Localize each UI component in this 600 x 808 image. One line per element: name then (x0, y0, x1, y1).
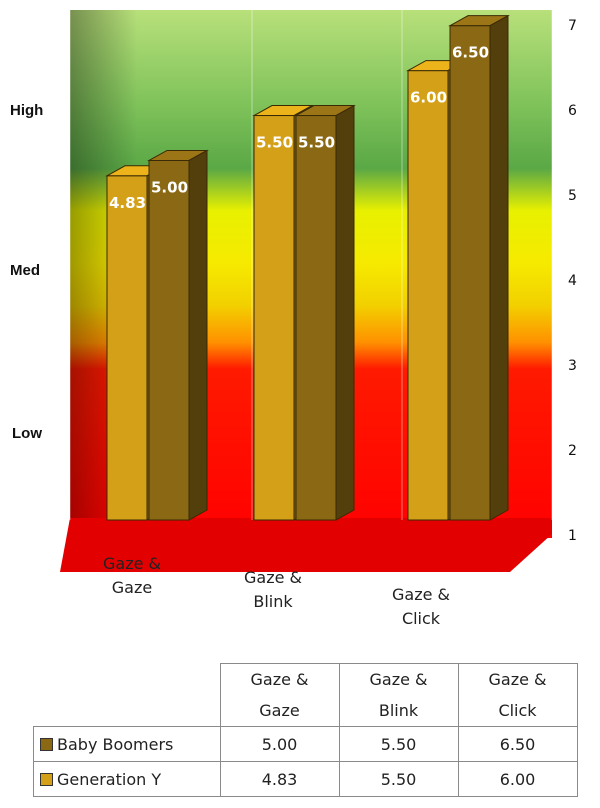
table-cell: 5.00 (219, 726, 340, 762)
bar-side (188, 149, 208, 521)
y-tick-label: 1 (568, 528, 577, 544)
bar (448, 14, 510, 521)
y-tick-label: 4 (568, 273, 577, 289)
legend-swatch-generation-y (40, 772, 53, 786)
table-cell: 5.50 (338, 726, 459, 762)
data-label: 6.50 (452, 44, 489, 62)
table-col-head-gaze-click: Gaze & Click (457, 663, 578, 727)
table-cell: 4.83 (219, 761, 340, 797)
y-tick-label: 5 (568, 188, 577, 204)
bar-chart: 4.83 5.00 5.50 5.50 6.00 6.50 1 2 3 4 5 6 7 Gaze & G… (10, 10, 577, 628)
bar-front (148, 159, 190, 521)
table-row: Generation Y 4.83 5.50 6.00 (33, 761, 578, 797)
data-table: Gaze & Gaze Gaze & Blink Gaze & Click Ba… (33, 663, 578, 797)
y-tick-label: 3 (568, 358, 577, 374)
bar-side (489, 14, 509, 521)
y-tick-label: 2 (568, 443, 577, 459)
x-category-label: Gaze & Blink (244, 568, 302, 611)
table-row-head-baby-boomers: Baby Boomers (33, 726, 221, 762)
x-category-label: Gaze & Gaze (103, 554, 161, 597)
col-head-line: Gaze & (369, 670, 428, 689)
bar (147, 149, 209, 521)
zone-label-med: Med (10, 262, 40, 279)
table-cell: 5.50 (338, 761, 459, 797)
col-head-line: Gaze & (250, 670, 309, 689)
bars (105, 14, 510, 521)
table-row: Baby Boomers 5.00 5.50 6.50 (33, 726, 578, 762)
col-head-line: Gaze (259, 701, 300, 720)
bar-front (253, 115, 295, 521)
col-head-line: Blink (378, 701, 419, 720)
chart-floor (60, 518, 552, 572)
table-row-head-generation-y: Generation Y (33, 761, 221, 797)
data-label: 6.00 (410, 89, 447, 107)
y-axis-ticks: 1 2 3 4 5 6 7 (568, 18, 577, 544)
y-tick-label: 6 (568, 103, 577, 119)
table-col-head-gaze-gaze: Gaze & Gaze (219, 663, 340, 727)
zone-label-high: High (10, 102, 43, 119)
table-col-head-gaze-blink: Gaze & Blink (338, 663, 459, 727)
col-head-line: Gaze & (488, 670, 547, 689)
data-label: 5.50 (298, 134, 335, 152)
zone-label-low: Low (12, 425, 42, 442)
table-cell: 6.50 (457, 726, 578, 762)
bar-side (335, 104, 355, 521)
data-label: 5.00 (151, 178, 188, 196)
bar-front (449, 25, 491, 521)
x-category-label: Gaze & Click (392, 585, 450, 628)
bar (294, 104, 356, 521)
bar-front (407, 70, 449, 521)
bar-front (106, 175, 148, 521)
bar-front (295, 115, 337, 521)
table-header-row: Gaze & Gaze Gaze & Blink Gaze & Click (33, 663, 578, 727)
legend-label: Baby Boomers (57, 734, 174, 754)
vertical-gridlines (69, 10, 553, 520)
legend-swatch-baby-boomers (40, 737, 53, 751)
y-tick-label: 7 (568, 18, 577, 34)
x-axis-categories: Gaze & Gaze Gaze & Blink Gaze & Click (103, 554, 450, 628)
table-cell: 6.00 (457, 761, 578, 797)
col-head-line: Click (498, 701, 537, 720)
data-label: 5.50 (256, 134, 293, 152)
data-label: 4.83 (109, 194, 146, 212)
table-corner (33, 663, 221, 727)
legend-label: Generation Y (57, 769, 162, 789)
data-labels: 4.83 5.00 5.50 5.50 6.00 6.50 (109, 44, 489, 212)
